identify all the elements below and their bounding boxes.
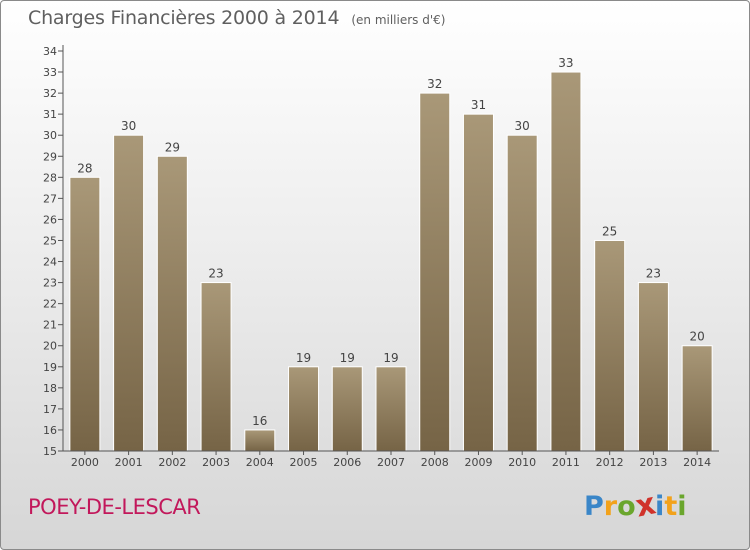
bar-2002 bbox=[156, 155, 188, 452]
y-tick-label: 19 bbox=[43, 361, 57, 374]
y-tick-label: 32 bbox=[43, 87, 57, 100]
bar-2012 bbox=[594, 239, 626, 452]
y-tick-label: 34 bbox=[43, 45, 57, 58]
y-tick-label: 33 bbox=[43, 66, 57, 79]
x-tick-label: 2010 bbox=[508, 456, 536, 469]
y-tick-label: 18 bbox=[43, 382, 57, 395]
data-label: 30 bbox=[121, 119, 136, 133]
brand-logo-letter: o bbox=[617, 491, 636, 522]
data-label: 29 bbox=[165, 140, 180, 154]
brand-logo-letter: r bbox=[603, 491, 618, 522]
location-label: POEY-DE-LESCAR bbox=[28, 495, 201, 519]
x-tick-label: 2014 bbox=[683, 456, 711, 469]
brand-logo-letter: t bbox=[664, 491, 678, 522]
data-label: 23 bbox=[208, 267, 223, 281]
chart-title-text: Charges Financières 2000 à 2014 bbox=[28, 7, 340, 29]
y-tick-label: 20 bbox=[43, 340, 57, 353]
y-tick-label: 26 bbox=[43, 213, 57, 226]
y-tick-label: 29 bbox=[43, 150, 57, 163]
x-tick-label: 2002 bbox=[158, 456, 186, 469]
data-label: 31 bbox=[471, 98, 486, 112]
bar-2008 bbox=[419, 92, 451, 452]
x-tick-label: 2013 bbox=[639, 456, 667, 469]
data-label: 20 bbox=[689, 330, 704, 344]
brand-logo-letter: P bbox=[584, 491, 604, 522]
x-tick-label: 2008 bbox=[421, 456, 449, 469]
x-tick-label: 2007 bbox=[377, 456, 405, 469]
data-label: 19 bbox=[340, 351, 355, 365]
bar-2003 bbox=[200, 282, 232, 452]
brand-logo-letter: i bbox=[677, 491, 687, 522]
x-tick-label: 2009 bbox=[464, 456, 492, 469]
chart-title: Charges Financières 2000 à 2014 (en milli… bbox=[28, 7, 445, 29]
bar-2009 bbox=[462, 113, 494, 452]
data-label: 19 bbox=[296, 351, 311, 365]
x-tick-label: 2006 bbox=[333, 456, 361, 469]
x-tick-label: 2000 bbox=[71, 456, 99, 469]
bar-2004 bbox=[244, 429, 276, 452]
data-label: 23 bbox=[646, 267, 661, 281]
data-label: 25 bbox=[602, 224, 617, 238]
data-label: 19 bbox=[383, 351, 398, 365]
bar-2011 bbox=[550, 71, 582, 452]
data-label: 30 bbox=[515, 119, 530, 133]
data-label: 16 bbox=[252, 414, 267, 428]
x-tick-label: 2012 bbox=[596, 456, 624, 469]
brand-logo-letter: i bbox=[655, 491, 665, 522]
chart-unit: (en milliers d'€) bbox=[351, 13, 446, 27]
brand-logo: Proxiti bbox=[584, 486, 687, 524]
y-tick-label: 27 bbox=[43, 192, 57, 205]
bar-2001 bbox=[113, 134, 145, 452]
x-tick-label: 2004 bbox=[246, 456, 274, 469]
x-tick-label: 2011 bbox=[552, 456, 580, 469]
y-tick-label: 28 bbox=[43, 171, 57, 184]
y-tick-label: 30 bbox=[43, 129, 57, 142]
bar-2006 bbox=[331, 366, 363, 452]
data-label: 32 bbox=[427, 77, 442, 91]
bar-2014 bbox=[681, 345, 713, 452]
bar-2007 bbox=[375, 366, 407, 452]
y-tick-label: 17 bbox=[43, 403, 57, 416]
bar-2005 bbox=[288, 366, 320, 452]
y-tick-label: 15 bbox=[43, 445, 57, 458]
bar-2000 bbox=[69, 176, 101, 452]
x-tick-label: 2005 bbox=[290, 456, 318, 469]
y-tick-label: 21 bbox=[43, 319, 57, 332]
bar-2010 bbox=[506, 134, 538, 452]
y-tick-label: 31 bbox=[43, 108, 57, 121]
data-label: 33 bbox=[558, 56, 573, 70]
bar-2013 bbox=[637, 282, 669, 452]
y-tick-label: 24 bbox=[43, 256, 57, 269]
x-tick-label: 2003 bbox=[202, 456, 230, 469]
y-tick-label: 16 bbox=[43, 424, 57, 437]
y-tick-label: 22 bbox=[43, 298, 57, 311]
data-label: 28 bbox=[77, 161, 92, 175]
y-tick-label: 25 bbox=[43, 234, 57, 247]
y-tick-label: 23 bbox=[43, 277, 57, 290]
x-tick-label: 2001 bbox=[115, 456, 143, 469]
